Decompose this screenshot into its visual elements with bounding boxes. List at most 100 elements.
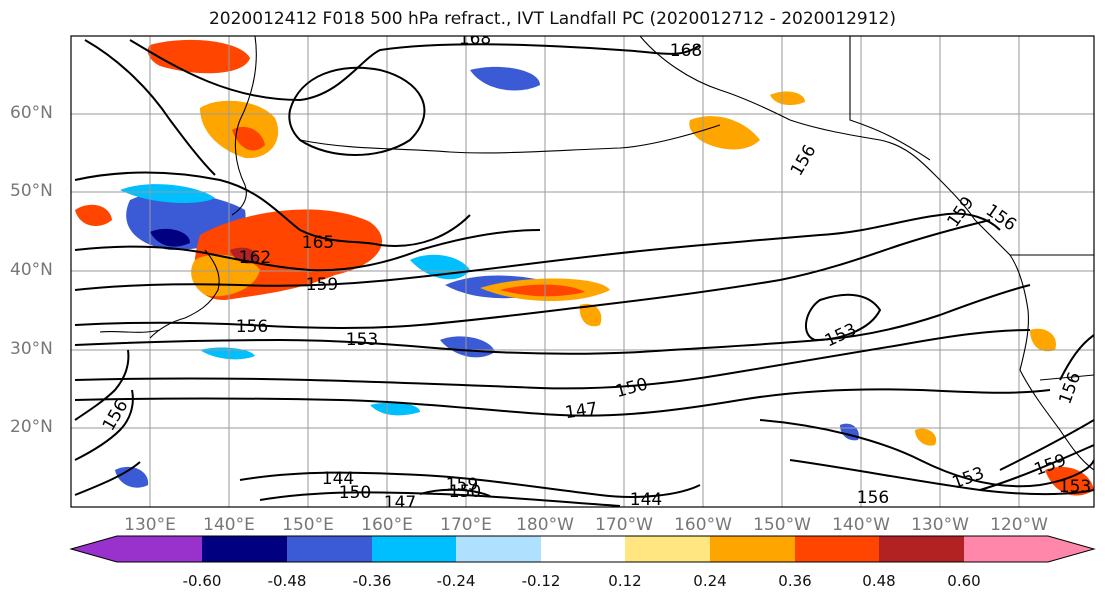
contour-label: 147 (384, 493, 416, 513)
contour-label: 156 (236, 317, 268, 337)
contour-159 (74, 212, 1001, 291)
contour-east-2 (789, 459, 1094, 496)
colorbar-bin (964, 536, 1048, 562)
contour-165-loop (288, 66, 426, 156)
contour-label: 147 (564, 399, 599, 423)
colorbar-tick-label: 0.60 (947, 572, 981, 590)
colorbar-extend-low (71, 536, 117, 562)
lon-label: 140°W (832, 515, 890, 535)
lon-label: 170°E (440, 515, 492, 535)
contour-153 (74, 284, 1031, 355)
shade-us-coast-orange (1030, 328, 1056, 352)
contour-label: 144 (322, 469, 354, 489)
colorbar-bin (202, 536, 287, 562)
lon-label: 180°W (516, 515, 574, 535)
shade-blue-south-2 (200, 347, 255, 360)
colorbar-tick-label: -0.24 (436, 572, 476, 590)
shade-canada-orange (770, 91, 805, 106)
contour-label: 156 (857, 488, 889, 508)
lon-label: 130°W (911, 515, 969, 535)
lat-label: 30°N (10, 339, 53, 359)
graticule (71, 36, 1094, 507)
lon-label: 150°W (753, 515, 811, 535)
contour-label: 156 (99, 396, 133, 434)
contour-label: 153 (346, 330, 378, 350)
contour-label: 150 (339, 483, 371, 503)
lon-label: 170°W (595, 515, 653, 535)
contour-label: 159 (943, 193, 978, 231)
colorbar-bin (372, 536, 456, 562)
contour-west-3 (74, 461, 141, 496)
contour-label: 168 (459, 29, 491, 49)
shade-orange-far-west (75, 204, 112, 226)
contour-east-3 (805, 293, 882, 342)
contour-label: 156 (787, 141, 821, 179)
shade-blue-west-core (150, 228, 190, 247)
colorbar-tick-label: 0.36 (778, 572, 812, 590)
shade-blue-hawaii-east (840, 423, 859, 441)
colorbar-bin (625, 536, 710, 562)
shade-blue-west-edge (120, 184, 215, 203)
contour-west-2 (74, 389, 134, 461)
lat-label: 40°N (10, 260, 53, 280)
lon-label: 140°E (203, 515, 255, 535)
lon-label: 160°E (361, 515, 413, 535)
colorbar-extend-high (1048, 536, 1094, 562)
lon-label: 150°E (282, 515, 334, 535)
contour-label: 150 (613, 374, 650, 402)
lat-label: 20°N (10, 417, 53, 437)
shade-blue-north-pacific (470, 66, 540, 91)
contour-label: 159 (446, 475, 478, 495)
shade-southwest-blue (115, 466, 149, 488)
lat-label: 60°N (10, 103, 53, 123)
colorbar-tick-label: -0.12 (521, 572, 561, 590)
shade-ne-japan (147, 39, 250, 74)
contour-label: 156 (1055, 370, 1085, 407)
contour-label: 162 (239, 248, 271, 268)
colorbar-bin (710, 536, 795, 562)
coast-baja (1019, 369, 1094, 471)
contour-label: 150 (449, 482, 481, 502)
shade-blue-south-1 (440, 336, 495, 358)
contour-165 (74, 171, 471, 247)
contour-se-1 (999, 419, 1094, 471)
contour-label: 153 (822, 320, 860, 352)
contour-150 (74, 329, 1031, 390)
lon-label: 130°E (124, 515, 176, 535)
contour-east-1 (759, 419, 1094, 488)
colorbar-tick-label: 0.48 (862, 572, 896, 590)
lat-label: 50°N (10, 181, 53, 201)
coast-japan (149, 249, 220, 339)
colorbar (69, 535, 1096, 563)
shade-alaska-orange (689, 116, 760, 150)
colorbar-tick-label: -0.36 (352, 572, 392, 590)
contour-se-3 (1059, 334, 1094, 381)
shade-kamchatka-core (232, 126, 265, 151)
shade-blue-subtropic (370, 402, 420, 416)
border-alaska-canada (849, 36, 931, 161)
shade-blue-mid-1 (410, 254, 470, 280)
contour-168 (129, 39, 701, 102)
contour-162 (74, 229, 541, 272)
colorbar-tick-label: -0.60 (182, 572, 222, 590)
coast-bc (974, 219, 1029, 371)
coast-kamchatka (231, 36, 257, 216)
contour-label: 159 (306, 275, 338, 295)
contour-144 (239, 471, 701, 498)
coastlines (99, 36, 1094, 471)
contour-nw (84, 39, 216, 176)
colorbar-outline (69, 535, 1096, 563)
contour-156 (74, 219, 991, 330)
shaded-anomaly-regions (75, 39, 1094, 496)
colorbar-bin (879, 536, 964, 562)
colorbar-tick-label: 0.12 (608, 572, 642, 590)
height-contours (74, 39, 1094, 507)
colorbar-tick-label: 0.24 (693, 572, 727, 590)
coast-japan-2 (99, 329, 161, 333)
colorbar-bin (117, 536, 202, 562)
contour-147-south (259, 491, 621, 507)
contour-label: 153 (1059, 477, 1091, 497)
colorbar-bin (541, 536, 625, 562)
shade-mexico-red (1045, 466, 1094, 496)
